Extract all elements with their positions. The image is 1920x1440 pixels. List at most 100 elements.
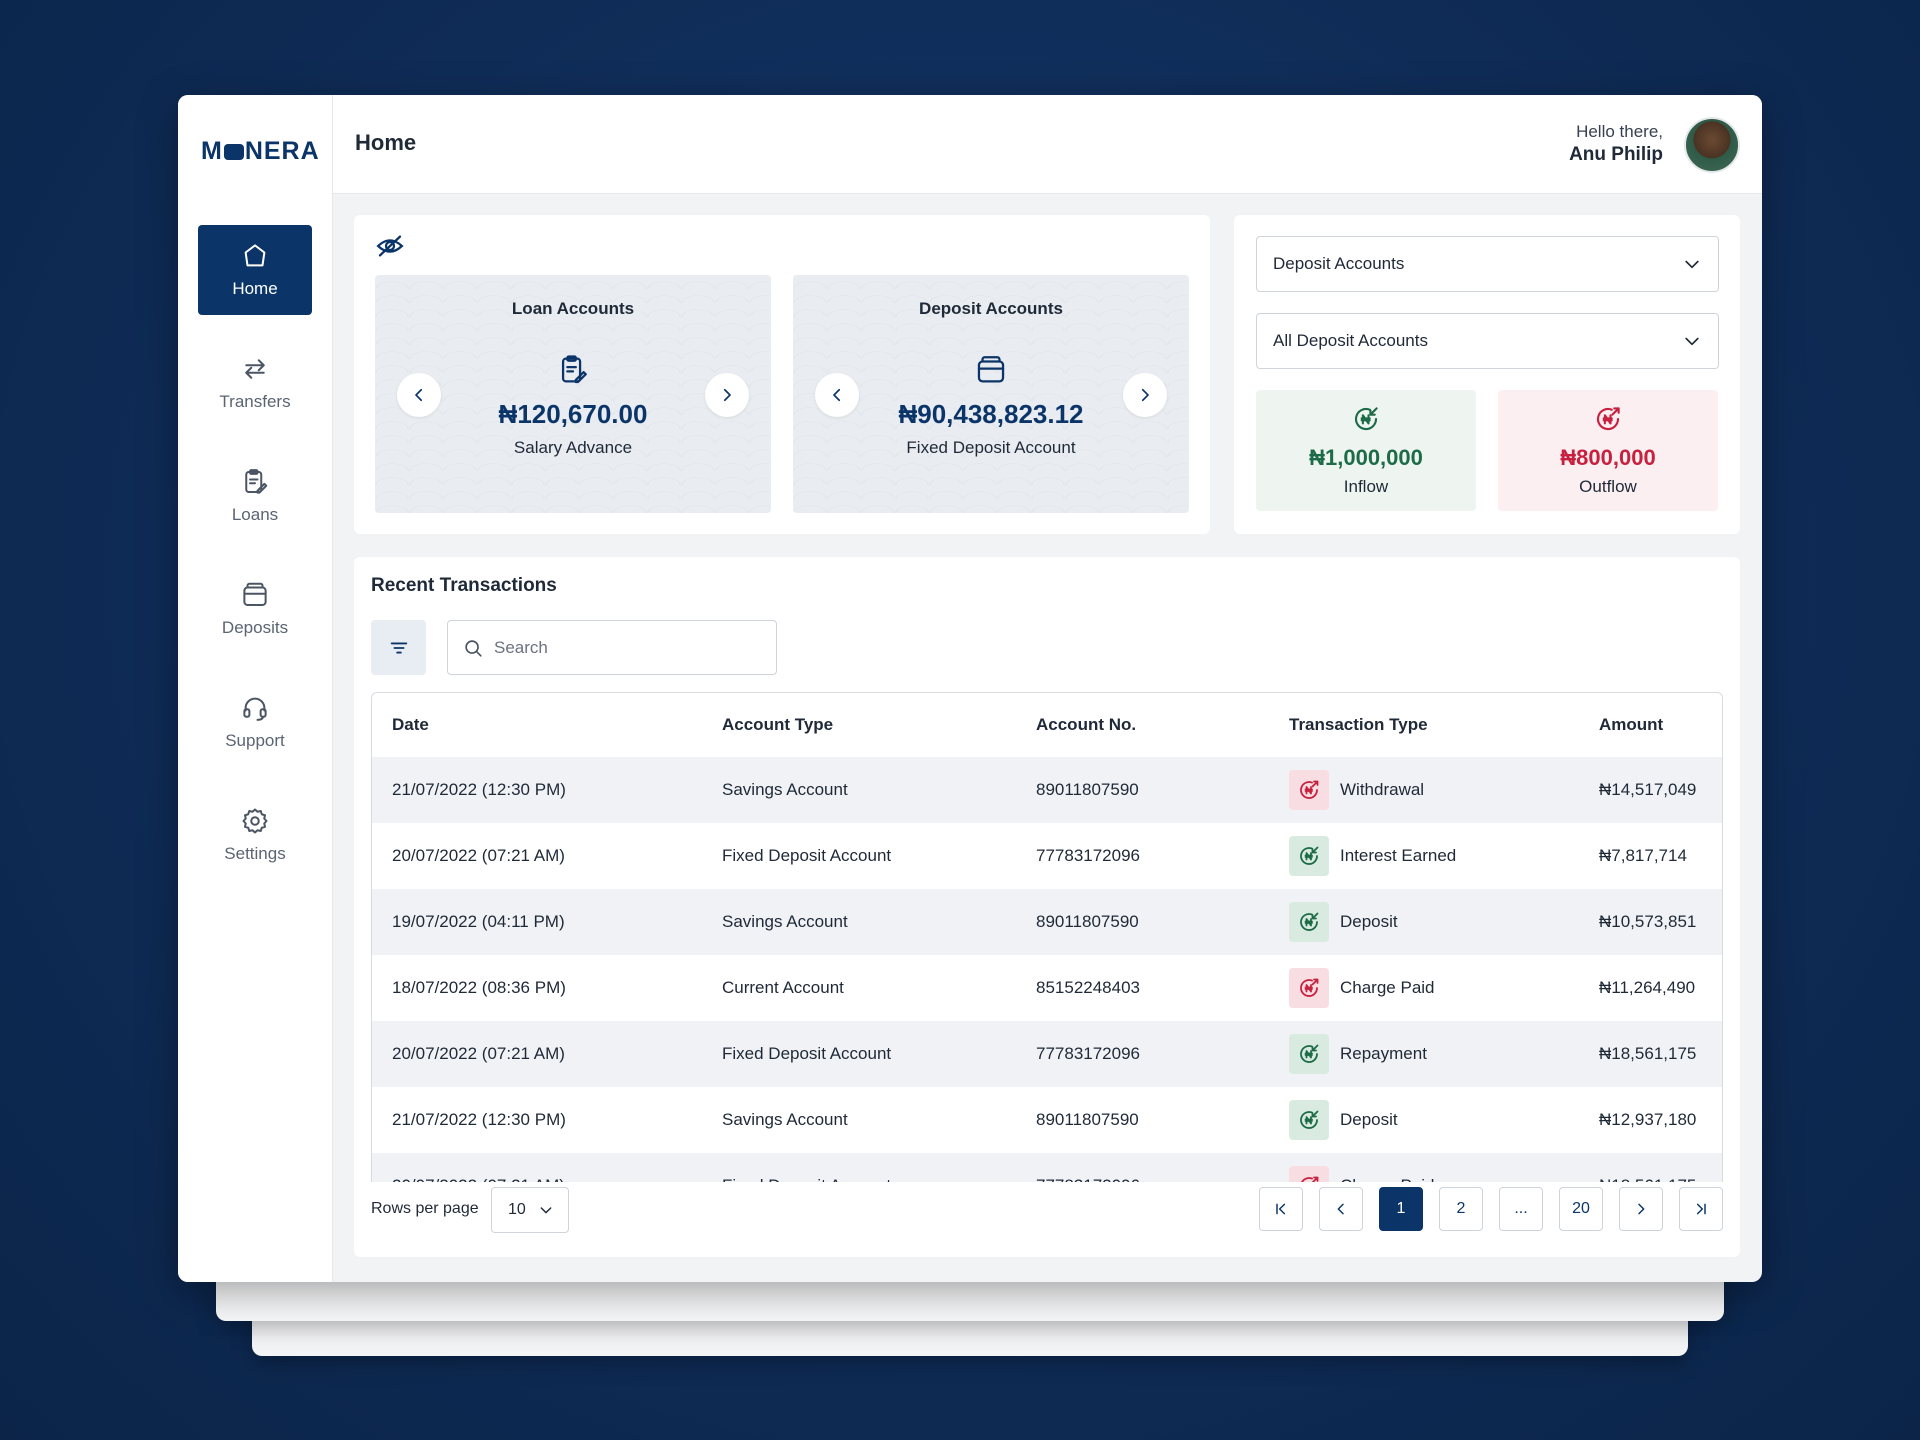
rows-per-page-select[interactable]: 10 [491,1187,569,1233]
cell-amount: ₦14,517,049 [1599,780,1697,799]
account-filter-select[interactable]: All Deposit Accounts [1256,313,1719,369]
deposit-balance: ₦90,438,823.12 [898,399,1084,429]
loan-prev-button[interactable] [397,373,441,417]
page-button-2[interactable]: 2 [1439,1187,1483,1231]
deposit-next-button[interactable] [1123,373,1167,417]
wallet-icon [977,356,1005,383]
chevron-first-icon [1276,1203,1286,1215]
table-row[interactable]: 18/07/2022 (08:36 PM) Current Account 85… [372,955,1722,1021]
table-row[interactable]: 20/07/2022 (07:21 AM) Fixed Deposit Acco… [372,823,1722,889]
transaction-type-label: Charge Paid [1340,1176,1435,1182]
sidebar-item-settings[interactable]: Settings [198,790,312,880]
table-row[interactable]: 20/07/2022 (07:21 AM) Fixed Deposit Acco… [372,1021,1722,1087]
transaction-type-label: Deposit [1340,912,1398,931]
cell-account-type: Fixed Deposit Account [722,846,892,865]
rows-per-page-value: 10 [508,1201,526,1218]
cell-transaction-type: Repayment [1269,1021,1579,1087]
chevron-left-icon [415,388,423,402]
eye-off-icon[interactable] [375,231,405,261]
sidebar-item-label: Home [232,279,278,298]
cell-account-type: Fixed Deposit Account [722,1044,892,1063]
first-page-button[interactable] [1259,1187,1303,1231]
table-header-row: Date Account Type Account No. Transactio… [372,693,1722,757]
sidebar-item-label: Support [225,731,285,750]
search-icon [465,639,482,657]
deposit-prev-button[interactable] [815,373,859,417]
page-ellipsis[interactable]: ... [1499,1187,1543,1231]
page-button-20[interactable]: 20 [1559,1187,1603,1231]
sidebar-item-support[interactable]: Support [198,677,312,767]
naira-inflow-icon [1354,407,1378,431]
loan-accounts-panel: Loan Accounts ₦120,670.00 Salary Advance [375,275,771,513]
transactions-table: Date Account Type Account No. Transactio… [372,693,1722,1182]
last-page-button[interactable] [1679,1187,1723,1231]
debit-badge [1289,770,1329,810]
account-category-select[interactable]: Deposit Accounts [1256,236,1719,292]
table-row[interactable]: 20/07/2022 (07:21 AM) Fixed Deposit Acco… [372,1153,1722,1182]
naira-inflow-icon [1300,1110,1319,1129]
chevron-right-icon [1141,388,1149,402]
loan-next-button[interactable] [705,373,749,417]
credit-badge [1289,902,1329,942]
chevron-left-icon [833,388,841,402]
sidebar-nav: Home Transfers Loans Deposits Support Se… [198,225,312,903]
cell-account-type: Savings Account [722,1110,848,1129]
sidebar-item-deposits[interactable]: Deposits [198,564,312,654]
cell-date: 21/07/2022 (12:30 PM) [392,1110,566,1129]
transactions-table-container[interactable]: Date Account Type Account No. Transactio… [371,692,1723,1182]
top-bar: Home Hello there, Anu Philip [333,95,1762,194]
table-row[interactable]: 21/07/2022 (12:30 PM) Savings Account 89… [372,1087,1722,1153]
cell-account-type: Fixed Deposit Account [702,1153,1016,1182]
cell-amount: ₦18,561,175 [1599,1044,1697,1063]
greeting-text: Hello there, [1576,122,1663,141]
transaction-type-label: Interest Earned [1340,846,1457,865]
page-button-1[interactable]: 1 [1379,1187,1423,1231]
cell-account-type: Current Account [722,978,844,997]
search-field[interactable] [447,620,777,675]
cell-date: 21/07/2022 (12:30 PM) [392,780,566,799]
naira-inflow-icon [1300,846,1319,865]
cell-amount: ₦18,561,175 [1579,1153,1722,1182]
table-row[interactable]: 21/07/2022 (12:30 PM) Savings Account 89… [372,757,1722,823]
cell-transaction-type: Deposit [1269,1087,1579,1153]
cell-account-no: 89011807590 [1036,1110,1139,1129]
column-header-account-type[interactable]: Account Type [702,693,1016,757]
previous-page-button[interactable] [1319,1187,1363,1231]
outflow-label: Outflow [1579,477,1637,496]
cell-transaction-type: Deposit [1269,889,1579,955]
column-header-transaction-type[interactable]: Transaction Type [1269,693,1579,757]
table-row[interactable]: 19/07/2022 (04:11 PM) Savings Account 89… [372,889,1722,955]
sidebar-item-home[interactable]: Home [198,225,312,315]
filter-button[interactable] [371,620,426,675]
naira-inflow-icon [1300,1044,1319,1063]
cell-account-no: 89011807590 [1036,780,1139,799]
cell-date: 20/07/2022 (07:21 AM) [392,1044,565,1063]
cell-account-no: 85152248403 [1036,978,1141,997]
monera-logo[interactable]: M NERA [201,137,320,165]
rows-per-page-label: Rows per page [371,1200,479,1217]
loan-account-name: Salary Advance [513,438,633,457]
credit-badge [1289,1034,1329,1074]
column-header-date[interactable]: Date [372,693,702,757]
inflow-label: Inflow [1343,477,1389,496]
outflow-box: ₦800,000 Outflow [1498,390,1718,511]
cell-account-no: 89011807590 [1036,912,1139,931]
sidebar-item-transfers[interactable]: Transfers [198,338,312,428]
home-icon [244,244,266,267]
avatar[interactable] [1684,117,1740,173]
search-input[interactable] [494,637,754,658]
transfer-arrows-icon [245,359,265,379]
logo-mark-icon [223,144,244,160]
cashflow-card: Deposit Accounts All Deposit Accounts ₦1… [1234,215,1740,534]
clipboard-edit-icon [561,355,587,384]
cell-amount: ₦7,817,714 [1599,846,1687,865]
sidebar-item-label: Loans [231,505,279,524]
debit-badge [1289,1166,1329,1182]
transaction-type-label: Repayment [1340,1044,1427,1063]
sidebar-item-loans[interactable]: Loans [198,451,312,541]
column-header-account-no[interactable]: Account No. [1016,693,1269,757]
cell-amount: ₦12,937,180 [1599,1110,1697,1129]
next-page-button[interactable] [1619,1187,1663,1231]
pagination-bar: Rows per page 10 1 2 ... 20 [371,1187,1723,1233]
column-header-amount[interactable]: Amount [1579,693,1722,757]
